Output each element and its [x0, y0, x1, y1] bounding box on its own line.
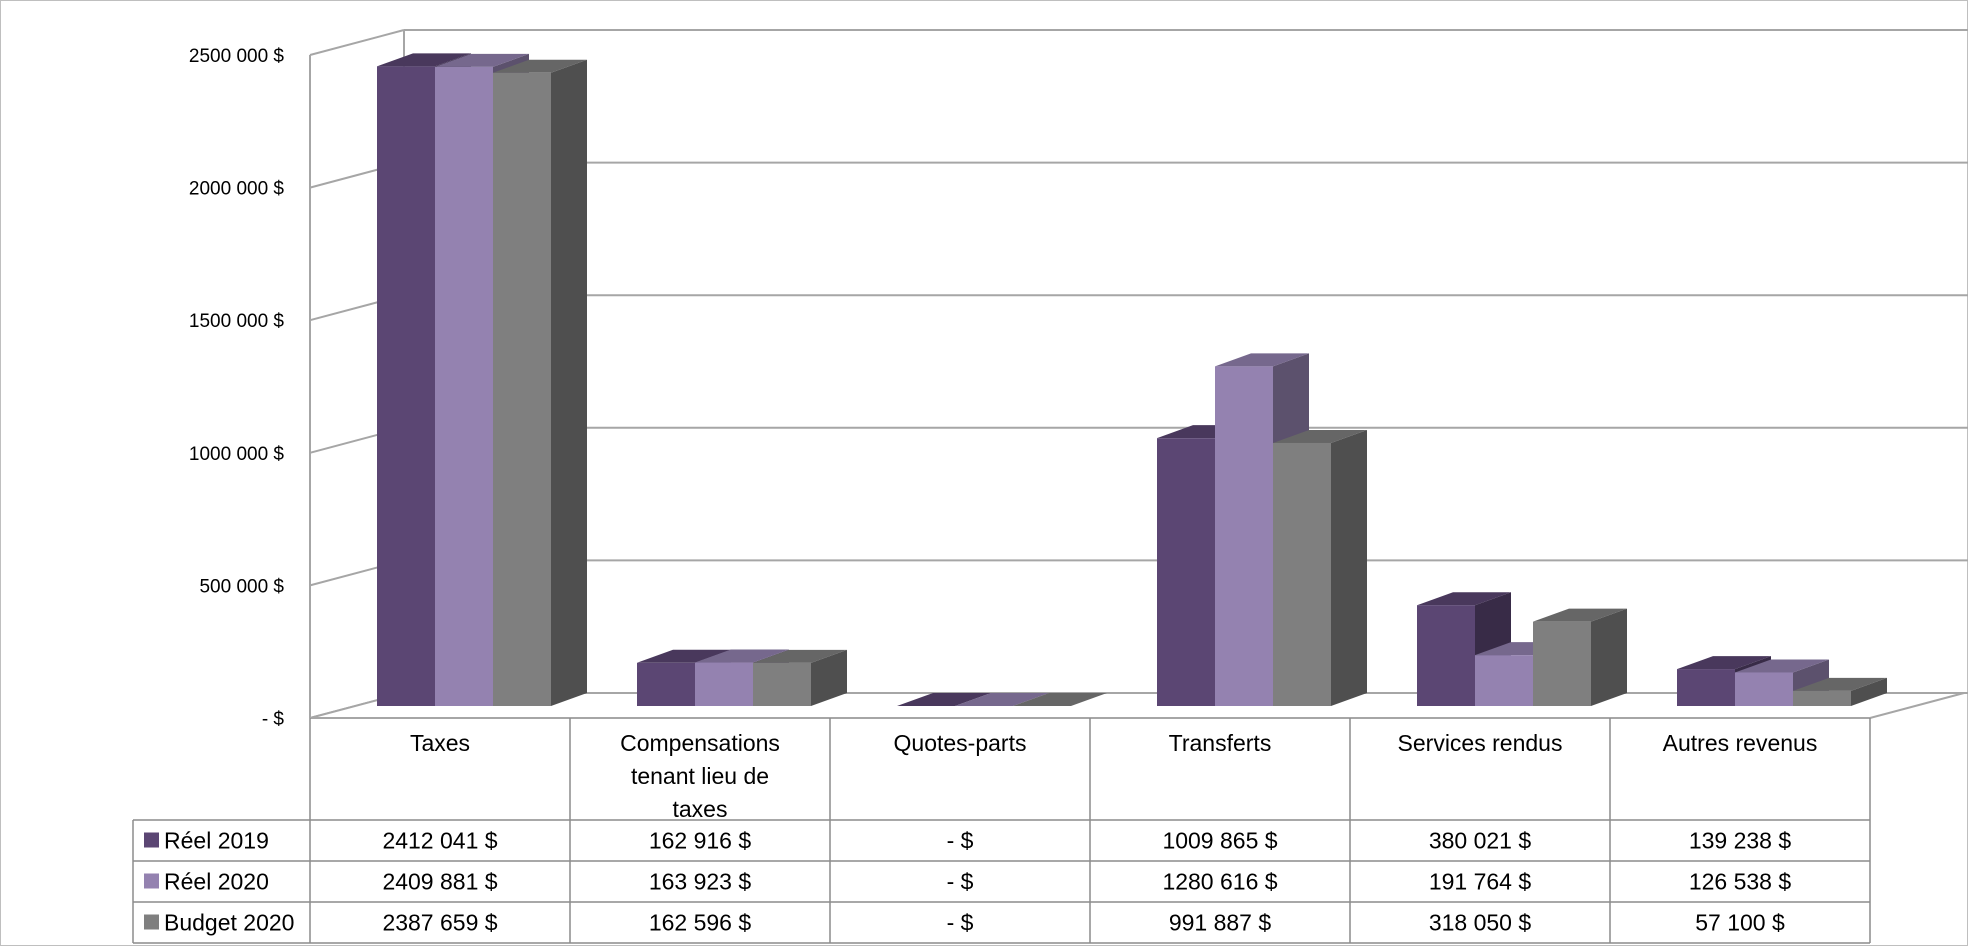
data-cell: 162 596 $ — [649, 910, 752, 936]
category-label: Quotes-parts — [894, 730, 1027, 756]
bar-side — [551, 59, 587, 706]
bar-side — [1591, 608, 1627, 706]
data-cell: 2387 659 $ — [382, 910, 497, 936]
y-tick-label: 500 000 $ — [199, 576, 284, 597]
bar — [377, 66, 435, 707]
category-label: Services rendus — [1398, 730, 1563, 756]
bar-top — [1417, 592, 1511, 606]
data-cell: 139 238 $ — [1689, 828, 1792, 854]
gridline-side — [309, 29, 405, 56]
bar — [1215, 366, 1273, 706]
data-cell: 57 100 $ — [1695, 910, 1785, 936]
legend-label: Budget 2020 — [164, 910, 294, 936]
y-tick-label: 1500 000 $ — [189, 311, 285, 332]
bar-top — [377, 53, 471, 67]
bar-top — [1013, 693, 1107, 706]
data-cell: 126 538 $ — [1689, 869, 1792, 895]
legend-swatch — [144, 914, 159, 930]
y-tick-label: 2000 000 $ — [189, 179, 285, 200]
bar — [1793, 690, 1851, 706]
data-cell: 191 764 $ — [1429, 869, 1532, 895]
data-cell: 2409 881 $ — [382, 869, 497, 895]
bar — [695, 662, 753, 706]
bar-top — [1215, 353, 1309, 367]
category-label: Taxes — [410, 730, 470, 756]
data-cell: - $ — [947, 910, 974, 936]
bar — [1533, 621, 1591, 706]
bar-top — [1793, 677, 1887, 691]
category-label: Compensations — [620, 730, 780, 756]
y-tick-label: - $ — [262, 709, 285, 730]
data-cell: - $ — [947, 828, 974, 854]
data-cell: 1280 616 $ — [1162, 869, 1277, 895]
legend-label: Réel 2020 — [164, 869, 269, 895]
bar-top — [695, 649, 789, 663]
bar-top — [955, 693, 1049, 706]
bar-side — [1331, 429, 1367, 706]
bar-top — [897, 693, 991, 706]
bar-side — [811, 649, 847, 706]
bar — [753, 662, 811, 706]
y-tick-label: 2500 000 $ — [189, 46, 285, 67]
bar-top — [1273, 429, 1367, 443]
bar-top — [1677, 656, 1771, 670]
data-cell: 2412 041 $ — [382, 828, 497, 854]
data-cell: 318 050 $ — [1429, 910, 1532, 936]
bar — [1157, 438, 1215, 706]
bar-top — [1533, 608, 1627, 622]
legend-swatch — [144, 873, 159, 889]
data-cell: 991 887 $ — [1169, 910, 1272, 936]
bar — [1735, 672, 1793, 706]
bar — [1475, 655, 1533, 706]
legend-swatch — [144, 832, 159, 848]
category-label: Autres revenus — [1663, 730, 1818, 756]
bar — [637, 662, 695, 706]
category-label: Transferts — [1169, 730, 1272, 756]
legend-label: Réel 2019 — [164, 828, 269, 854]
data-cell: 162 916 $ — [649, 828, 752, 854]
data-cell: 1009 865 $ — [1162, 828, 1277, 854]
bar-top — [493, 59, 587, 73]
bar-top — [435, 53, 529, 67]
bar-top — [753, 649, 847, 663]
data-cell: - $ — [947, 869, 974, 895]
bar-top — [1735, 659, 1829, 673]
data-cell: 380 021 $ — [1429, 828, 1532, 854]
y-tick-label: 1000 000 $ — [189, 444, 285, 465]
category-label: taxes — [673, 796, 728, 822]
bar — [1677, 669, 1735, 706]
bar — [435, 66, 493, 707]
bar — [1417, 605, 1475, 706]
bar — [1273, 442, 1331, 706]
bar-top — [637, 649, 731, 663]
bar — [493, 72, 551, 706]
bar-side — [1851, 677, 1887, 706]
data-cell: 163 923 $ — [649, 869, 752, 895]
category-label: tenant lieu de — [631, 763, 769, 789]
